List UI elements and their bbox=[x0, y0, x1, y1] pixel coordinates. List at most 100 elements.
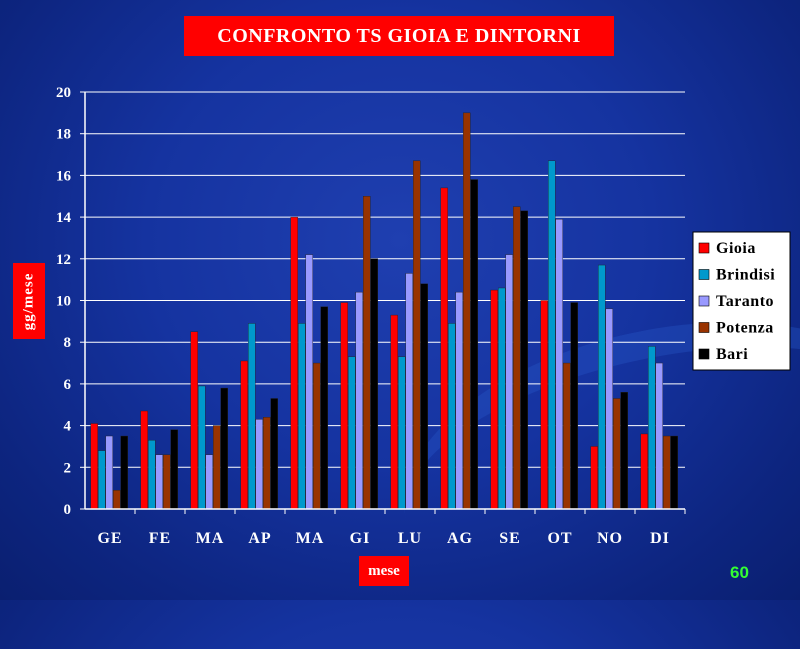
bar-taranto-1 bbox=[105, 435, 113, 510]
y-axis-ticks: 0 2 4 6 8 10 12 14 16 18 20 bbox=[56, 85, 85, 518]
x-tick-label: OT bbox=[547, 530, 572, 547]
bar-taranto-7 bbox=[405, 273, 413, 510]
y-axis-label: gg/mese bbox=[13, 263, 45, 339]
bar-brindisi-6 bbox=[348, 356, 356, 510]
legend-swatch-bari bbox=[698, 348, 710, 360]
bar-brindisi-12 bbox=[648, 346, 656, 510]
legend-swatch-gioia bbox=[698, 242, 710, 254]
bar-potenza-1 bbox=[113, 490, 121, 510]
y-tick-label: 18 bbox=[56, 127, 71, 143]
bar-gioia-9 bbox=[490, 289, 498, 510]
y-tick-label: 0 bbox=[64, 502, 72, 518]
bar-potenza-2 bbox=[163, 454, 171, 510]
bar-gioia-11 bbox=[590, 446, 598, 510]
bar-taranto-6 bbox=[355, 291, 363, 510]
legend-swatch-potenza bbox=[698, 322, 710, 333]
bar-brindisi-5 bbox=[298, 323, 306, 510]
x-tick-label: FE bbox=[149, 530, 171, 547]
bar-gioia-7 bbox=[390, 314, 398, 510]
bar-potenza-3 bbox=[213, 425, 221, 510]
bar-gioia-12 bbox=[640, 433, 648, 510]
y-tick-label: 20 bbox=[56, 85, 71, 101]
bar-bari-8 bbox=[470, 179, 478, 510]
y-tick-label: 6 bbox=[64, 377, 72, 393]
y-tick-label: 16 bbox=[56, 168, 72, 184]
bar-potenza-7 bbox=[413, 160, 421, 510]
x-tick-label: GE bbox=[97, 530, 122, 547]
gridlines bbox=[85, 91, 685, 468]
bar-bari-9 bbox=[520, 210, 528, 510]
x-tick-label: DI bbox=[650, 530, 670, 547]
bar-potenza-12 bbox=[663, 435, 671, 510]
y-tick-label: 14 bbox=[56, 210, 72, 226]
y-axis-label-text: gg/mese bbox=[20, 272, 37, 330]
bar-taranto-9 bbox=[505, 254, 513, 510]
x-tick-label: NO bbox=[597, 530, 623, 547]
bar-bari-6 bbox=[370, 258, 378, 510]
bar-taranto-2 bbox=[155, 454, 163, 510]
bar-potenza-8 bbox=[463, 112, 471, 510]
bar-potenza-11 bbox=[613, 398, 621, 510]
bar-chart: 0 2 4 6 8 10 12 14 16 18 20 GE FE MA AP MA GI LU AG SE OT NO… bbox=[56, 85, 791, 547]
bar-gioia-1 bbox=[90, 423, 98, 510]
legend: Gioia Brindisi Taranto Potenza Bari bbox=[692, 231, 791, 371]
bar-gioia-3 bbox=[190, 331, 198, 510]
page-number: 60 bbox=[730, 563, 749, 582]
bar-gioia-5 bbox=[290, 216, 298, 510]
y-tick-label: 2 bbox=[64, 460, 72, 476]
bar-brindisi-2 bbox=[148, 439, 156, 510]
bar-taranto-11 bbox=[605, 308, 613, 510]
bar-brindisi-11 bbox=[598, 264, 606, 510]
bar-potenza-4 bbox=[263, 417, 271, 510]
bar-taranto-3 bbox=[205, 454, 213, 510]
bar-gioia-10 bbox=[540, 300, 548, 510]
bar-bari-11 bbox=[620, 392, 628, 510]
bar-brindisi-4 bbox=[248, 323, 256, 510]
bar-bari-10 bbox=[570, 302, 578, 510]
x-tick-label: MA bbox=[296, 530, 325, 547]
y-tick-label: 12 bbox=[56, 252, 71, 268]
legend-label-brindisi: Brindisi bbox=[716, 267, 775, 284]
bar-taranto-5 bbox=[305, 254, 313, 510]
y-tick-label: 10 bbox=[56, 294, 71, 310]
bar-bari-7 bbox=[420, 283, 428, 510]
bar-gioia-8 bbox=[440, 187, 448, 510]
bar-brindisi-10 bbox=[548, 160, 556, 510]
bar-brindisi-9 bbox=[498, 287, 506, 510]
x-axis-ticks: GE FE MA AP MA GI LU AG SE OT NO DI bbox=[97, 509, 686, 547]
bar-bari-3 bbox=[220, 387, 228, 510]
bar-taranto-8 bbox=[455, 291, 463, 510]
legend-label-gioia: Gioia bbox=[716, 240, 756, 257]
x-tick-label: GI bbox=[350, 530, 371, 547]
bar-potenza-6 bbox=[363, 196, 371, 510]
x-tick-label: SE bbox=[499, 530, 521, 547]
bar-taranto-4 bbox=[255, 419, 263, 510]
legend-label-potenza: Potenza bbox=[716, 320, 774, 337]
bar-potenza-9 bbox=[513, 206, 521, 510]
bar-taranto-12 bbox=[655, 362, 663, 510]
bar-brindisi-3 bbox=[198, 385, 206, 510]
x-tick-label: AG bbox=[447, 530, 473, 547]
y-tick-label: 8 bbox=[64, 335, 72, 351]
bar-potenza-5 bbox=[313, 362, 321, 510]
legend-label-taranto: Taranto bbox=[716, 293, 774, 310]
legend-swatch-brindisi bbox=[698, 269, 710, 280]
bar-potenza-10 bbox=[563, 362, 571, 510]
bar-bari-4 bbox=[270, 398, 278, 510]
bars bbox=[90, 112, 678, 510]
y-tick-label: 4 bbox=[64, 419, 72, 435]
chart-title: CONFRONTO TS GIOIA E DINTORNI bbox=[184, 16, 614, 56]
x-tick-label: MA bbox=[196, 530, 225, 547]
bar-bari-5 bbox=[320, 306, 328, 510]
bar-gioia-4 bbox=[240, 360, 248, 510]
bar-taranto-10 bbox=[555, 218, 563, 510]
bar-bari-12 bbox=[670, 435, 678, 510]
bar-bari-2 bbox=[170, 429, 178, 510]
legend-swatch-taranto bbox=[698, 295, 710, 307]
legend-label-bari: Bari bbox=[716, 346, 748, 363]
x-axis-label: mese bbox=[359, 556, 409, 586]
bar-gioia-2 bbox=[140, 410, 148, 510]
x-tick-label: LU bbox=[398, 530, 422, 547]
bar-brindisi-1 bbox=[98, 450, 106, 510]
x-tick-label: AP bbox=[248, 530, 271, 547]
